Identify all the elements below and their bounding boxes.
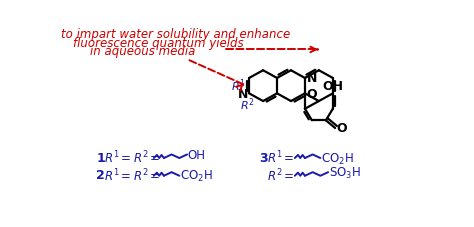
- Text: fluorescence quantum yields: fluorescence quantum yields: [73, 37, 244, 49]
- Text: OH: OH: [322, 79, 343, 92]
- Text: SO$_3$H: SO$_3$H: [329, 165, 361, 180]
- Text: 3: 3: [259, 151, 268, 164]
- Text: in aqueous media: in aqueous media: [90, 45, 196, 58]
- Text: OH: OH: [188, 148, 206, 161]
- Text: N: N: [238, 87, 248, 100]
- Text: $R^1 =$: $R^1 =$: [267, 149, 294, 166]
- Text: 2: 2: [96, 169, 105, 182]
- Text: $R^1$: $R^1$: [231, 77, 246, 94]
- Text: $R^2 =$: $R^2 =$: [267, 167, 294, 183]
- Text: O: O: [337, 122, 347, 135]
- Text: CO$_2$H: CO$_2$H: [321, 151, 354, 166]
- Text: $R^2$: $R^2$: [240, 96, 255, 113]
- Text: 1: 1: [96, 151, 105, 164]
- Text: O: O: [307, 87, 317, 100]
- Text: CO$_2$H: CO$_2$H: [180, 168, 213, 183]
- Text: to impart water solubility and enhance: to impart water solubility and enhance: [61, 28, 290, 41]
- Text: $R^1 = R^2 =$: $R^1 = R^2 =$: [104, 149, 161, 166]
- Text: $R^1 = R^2 =$: $R^1 = R^2 =$: [104, 167, 161, 183]
- Text: N: N: [307, 72, 317, 85]
